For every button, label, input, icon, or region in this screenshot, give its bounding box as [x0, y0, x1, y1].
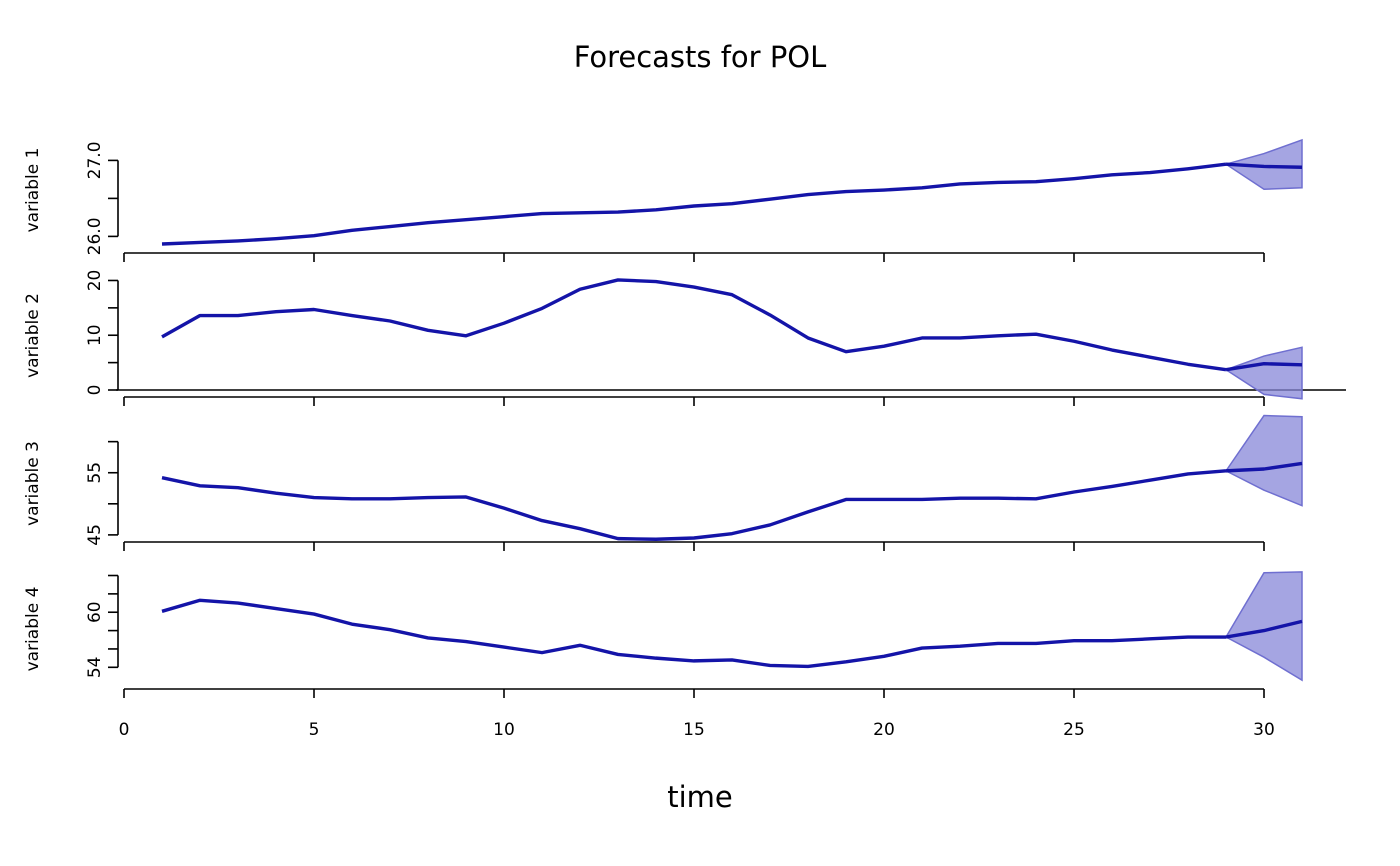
x-tick-label: 5: [309, 720, 320, 740]
variable-1-y-label: variable 1: [23, 148, 43, 233]
variable-1-y-tick-label: 26.0: [85, 217, 105, 255]
variable-2-y-tick-label: 20: [85, 270, 105, 292]
x-tick-label: 10: [493, 720, 515, 740]
x-tick-label: 15: [683, 720, 705, 740]
variable-4-forecast-band: [1224, 571, 1303, 682]
variable-1-history-line: [161, 162, 1227, 246]
variable-2-y-label: variable 2: [23, 293, 43, 378]
x-axis-label: time: [667, 780, 733, 814]
variable-3-y-tick-label: 45: [85, 524, 105, 546]
variable-2-y-tick-label: 10: [85, 324, 105, 346]
x-tick-label: 30: [1253, 720, 1275, 740]
variable-3-history-line: [161, 469, 1227, 541]
variable-1-y-tick-label: 27.0: [85, 141, 105, 179]
chart-title: Forecasts for POL: [573, 40, 827, 74]
x-tick-label: 20: [873, 720, 895, 740]
variable-3-y-label: variable 3: [23, 441, 43, 526]
x-tick-label: 25: [1063, 720, 1085, 740]
variable-4-y-tick-label: 54: [85, 656, 105, 678]
variable-3-forecast-line: [1225, 461, 1303, 473]
variable-3-forecast-band: [1224, 414, 1303, 507]
variable-4-y-tick-label: 60: [85, 601, 105, 623]
variable-2-y-tick-label: 0: [85, 385, 105, 396]
variable-3-y-tick-label: 55: [85, 462, 105, 484]
x-tick-label: 0: [119, 720, 130, 740]
variable-4-forecast-line: [1225, 619, 1303, 639]
variable-4-y-label: variable 4: [23, 587, 43, 672]
variable-1-forecast-line: [1225, 162, 1303, 169]
variable-2-history-line: [161, 278, 1227, 372]
variable-1-forecast-band: [1224, 138, 1303, 191]
variable-4-history-line: [161, 598, 1226, 669]
variable-2-forecast-band: [1224, 346, 1303, 400]
variable-2-forecast-line: [1225, 362, 1303, 372]
